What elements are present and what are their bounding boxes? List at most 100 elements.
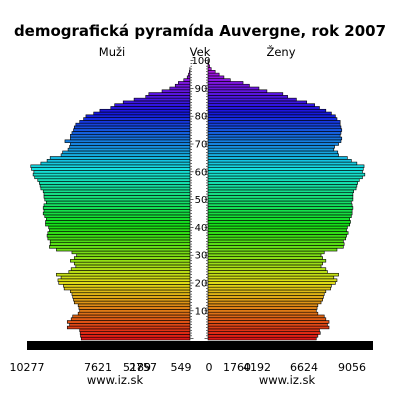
male-bar-age-55 [39,184,191,188]
male-bar-age-33 [49,245,191,249]
male-bar-age-4 [66,325,191,330]
female-bar-age-20 [207,281,336,285]
female-bar-age-4 [207,325,330,330]
male-bar-age-91 [174,83,191,88]
male-bar-age-63 [40,161,191,166]
female-bar-age-70 [207,142,339,146]
male-bar-age-82 [99,108,191,113]
female-bar-age-74 [207,131,342,135]
female-bar-age-78 [207,120,341,124]
female-bar-age-47 [207,206,354,210]
female-bar-age-73 [207,133,341,138]
male-bar-age-71 [64,139,191,143]
male-bar-age-79 [83,117,191,121]
female-bar-age-51 [207,195,354,199]
male-bar-age-9 [77,311,191,316]
female-bar-age-1 [207,334,319,338]
male-bar-age-28 [70,259,191,263]
male-bar-age-30 [76,253,191,257]
right-tick-label: 9056 [338,361,366,374]
female-bar-age-19 [207,284,332,288]
male-bar-age-38 [47,231,191,235]
female-bar-age-62 [207,164,365,168]
female-bar-age-91 [207,83,250,88]
female-bar-age-41 [207,222,351,227]
female-bar-age-9 [207,311,319,316]
male-bar-age-47 [42,206,191,210]
female-bar-age-7 [207,317,327,321]
female-bar-age-58 [207,175,363,180]
male-bar-age-69 [69,145,191,149]
left-tick-label: 2757 [129,361,157,374]
female-bar-age-15 [207,295,324,299]
male-bar-age-72 [70,136,191,141]
male-bar-age-77 [75,122,191,127]
age-tick-label: 60 [195,167,208,178]
female-bar-age-56 [207,181,358,185]
female-bar-age-8 [207,314,325,319]
age-tick-label: 70 [195,140,208,151]
female-bar-age-21 [207,278,338,282]
center-axis-label: Vek [190,45,211,59]
male-bar-age-88 [148,92,191,96]
female-bar-age-53 [207,189,354,193]
male-bar-age-86 [133,97,191,102]
female-bar-age-14 [207,297,323,302]
male-bar-age-25 [70,267,191,271]
male-bar-age-67 [62,150,191,155]
female-bar-age-95 [207,72,220,77]
left-tick-label: 5189 [123,361,151,374]
age-tick-label: 50 [195,195,208,206]
female-bar-age-88 [207,92,284,96]
age-tick-label: 80 [195,112,208,123]
left-tick-label: 10277 [10,361,45,374]
female-bar-age-37 [207,234,347,238]
male-bar-age-64 [46,159,191,163]
female-bar-age-28 [207,259,327,263]
male-bar-age-66 [60,153,191,157]
age-tick-label: 40 [195,223,208,234]
age-tick-label: 30 [195,251,208,262]
male-bar-age-12 [77,303,191,307]
female-bar-age-57 [207,178,360,182]
female-bar-age-38 [207,231,349,235]
female-bar-age-25 [207,267,327,271]
male-bar-age-5 [69,323,191,327]
male-bar-age-10 [79,309,191,313]
female-bar-age-34 [207,242,345,246]
female-bar-age-33 [207,245,344,249]
female-bar-age-84 [207,103,315,107]
male-bar-age-20 [58,281,191,285]
male-bar-age-93 [183,78,191,82]
right-tick-label: 4192 [243,361,271,374]
female-bar-age-42 [207,220,351,224]
male-bar-age-96 [189,70,191,74]
female-bar-age-32 [207,247,338,252]
male-bar-age-16 [71,292,191,296]
male-bar-age-17 [70,289,191,294]
male-bar-age-89 [161,89,191,93]
male-bar-age-42 [45,220,191,224]
male-bar-age-76 [73,125,191,130]
female-bar-age-27 [207,261,323,266]
female-bar-age-2 [207,331,321,335]
female-bar-age-77 [207,122,341,127]
age-tick-label: 10 [195,306,208,317]
male-bar-age-18 [63,286,191,291]
male-bar-age-11 [78,306,191,310]
male-bar-age-57 [37,178,191,182]
female-bar-age-79 [207,117,338,121]
male-bar-age-53 [42,189,191,193]
male-bar-age-32 [56,247,191,252]
male-bar-age-90 [169,86,191,91]
male-bar-age-31 [71,250,191,255]
female-bar-age-24 [207,270,328,274]
male-bar-age-94 [186,75,191,79]
male-bar-age-19 [63,284,191,288]
female-bar-age-49 [207,200,352,205]
female-bar-age-31 [207,250,325,255]
female-bar-age-86 [207,97,297,102]
male-bar-age-40 [48,225,191,230]
female-bar-age-45 [207,211,353,216]
female-bar-age-55 [207,184,358,188]
